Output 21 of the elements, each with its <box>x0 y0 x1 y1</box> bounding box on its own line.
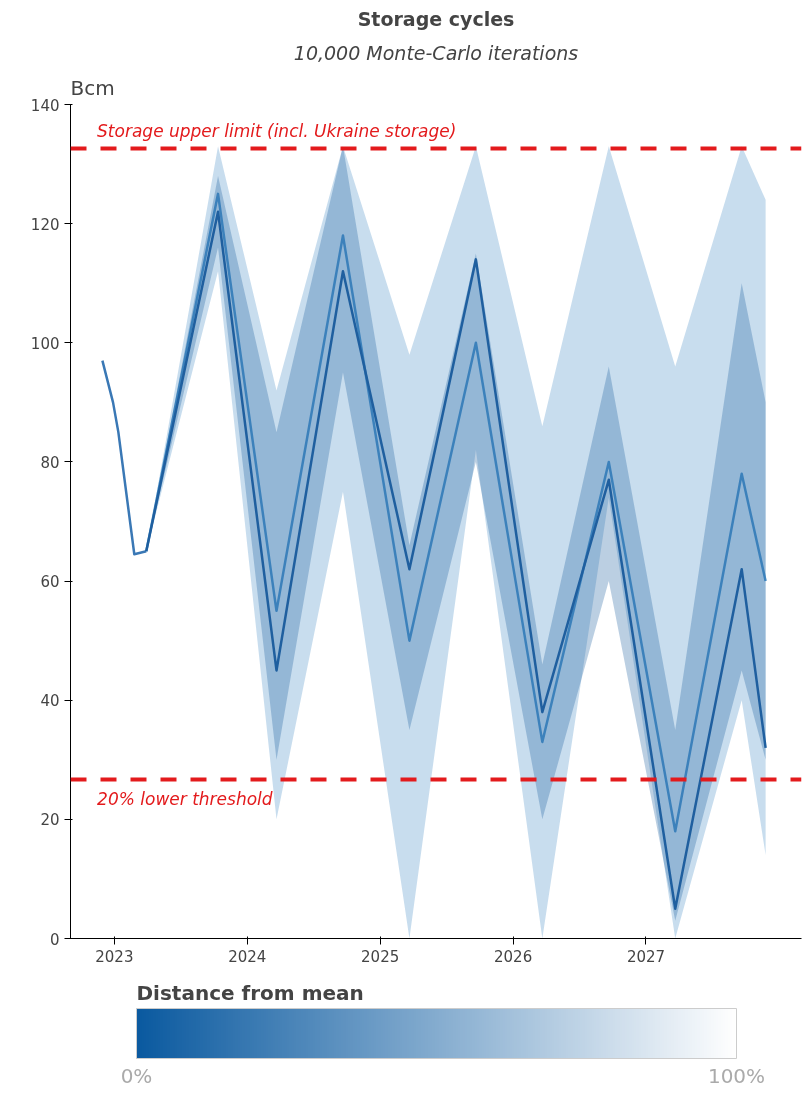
y-axis-title: Bcm <box>70 75 115 100</box>
x-tick-label: 2027 <box>626 947 666 966</box>
y-tick-label: 100 <box>30 334 60 353</box>
y-tick-label: 40 <box>40 692 60 711</box>
ref-line-label: Storage upper limit (incl. Ukraine storage) <box>97 120 457 141</box>
color-bar-title: Distance from mean <box>136 980 364 1005</box>
ref-line-label: 20% lower threshold <box>97 789 273 810</box>
y-tick-label: 140 <box>30 96 60 115</box>
chart-subtitle: 10,000 Monte-Carlo iterations <box>293 41 579 64</box>
x-tick-label: 2025 <box>361 947 400 966</box>
x-tick-label: 2024 <box>228 947 267 966</box>
y-tick-label: 60 <box>40 573 60 592</box>
y-tick-label: 80 <box>40 453 60 472</box>
y-tick-label: 0 <box>49 930 60 949</box>
x-tick-label: 2026 <box>494 947 533 966</box>
y-tick-label: 120 <box>30 215 60 234</box>
y-tick-label: 20 <box>40 811 60 830</box>
x-tick-label: 2023 <box>95 947 134 966</box>
color-bar-label: 100% <box>707 1063 766 1088</box>
chart-title: Storage cycles <box>357 7 515 30</box>
color-bar-label: 0% <box>120 1063 153 1088</box>
